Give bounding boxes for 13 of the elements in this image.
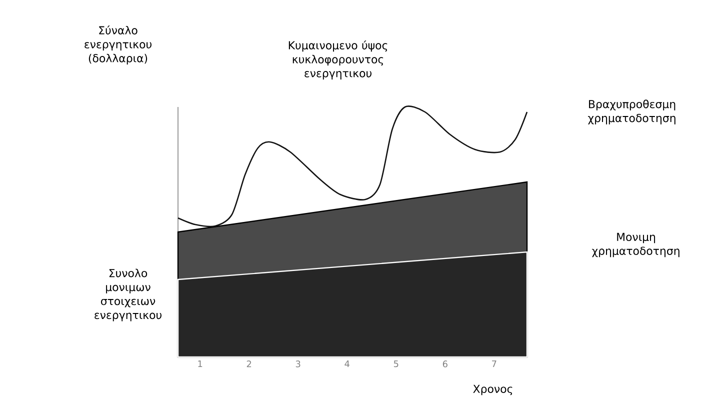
x-tick-label: 1 — [198, 360, 202, 368]
x-tick-label: 2 — [246, 360, 252, 368]
text: Μονιμη χρηματοδοτηση — [592, 232, 680, 258]
x-tick-label: 4 — [344, 360, 350, 368]
x-tick-label: 7 — [492, 360, 496, 368]
text: Βραχυπροθεσμη χρηματοδοτηση — [588, 100, 676, 124]
y-axis-title: Σύναλο ενεργητικου (δολλαρια) — [84, 26, 152, 64]
series-label: Συνολο μονιμων στοιχειων ενεργητικου — [94, 268, 162, 322]
x-tick-label: 5 — [394, 360, 398, 368]
text: Κυμαινομενο ύψος κυκλοφορουντος ενεργητικου — [288, 40, 388, 80]
x-tick-label: 6 — [442, 360, 448, 368]
x-tick-label: 3 — [296, 360, 300, 368]
x-axis-title: Χρονος — [473, 384, 512, 396]
